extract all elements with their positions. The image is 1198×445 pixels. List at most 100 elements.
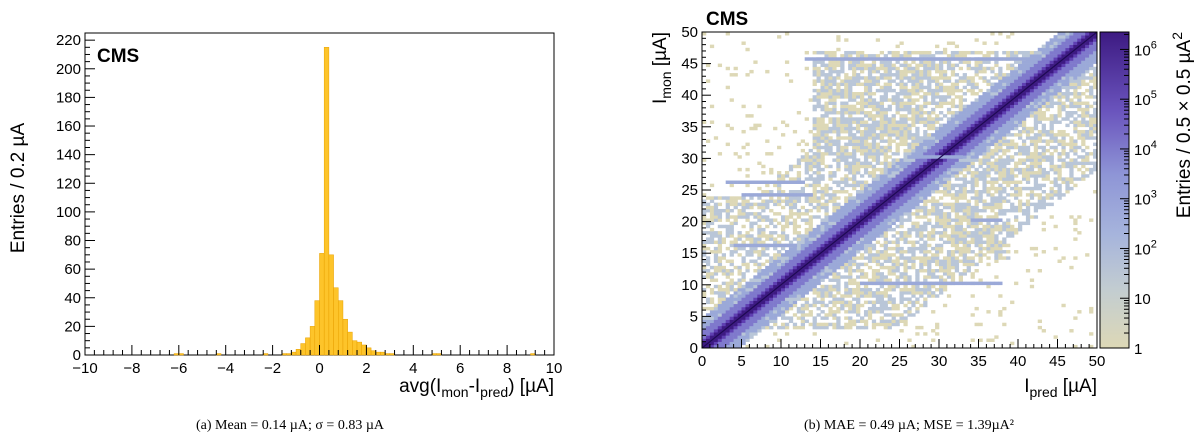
heatmap-cell (784, 256, 790, 260)
heatmap-cell (911, 148, 916, 153)
heatmap-cell (777, 256, 782, 260)
heatmap-cell (891, 234, 896, 238)
heatmap-cell (1049, 54, 1054, 58)
heatmap-cell (883, 120, 888, 124)
heatmap-cell (998, 111, 1003, 115)
heatmap-cell (927, 145, 932, 150)
heatmap-cell (875, 104, 881, 109)
heatmap-cell (765, 190, 770, 194)
heatmap-cell (848, 161, 853, 166)
heatmap-cell (832, 224, 837, 229)
heatmap-cell (1006, 63, 1011, 68)
heatmap-cell (840, 123, 845, 128)
heatmap-cell (840, 92, 845, 96)
heatmap-cell (871, 123, 877, 128)
heatmap-cell (725, 32, 730, 36)
heatmap-cell (911, 202, 916, 207)
heatmap-cell (832, 221, 837, 226)
heatmap-cell (1053, 76, 1058, 80)
heatmap-cell (994, 221, 999, 226)
heatmap-cell (1014, 114, 1019, 118)
heatmap-cell (1045, 82, 1050, 87)
heatmap-cell (1021, 171, 1027, 175)
heatmap-cell (907, 129, 912, 134)
heatmap-cell (773, 265, 778, 270)
heatmap-cell (1021, 221, 1027, 226)
heatmap-cell (832, 88, 837, 93)
heatmap-cell (784, 250, 790, 254)
heatmap-cell (808, 265, 813, 270)
heatmap-cell (887, 136, 892, 140)
heatmap-cell (820, 117, 825, 121)
heatmap-cell (982, 186, 987, 191)
heatmap-cell (986, 145, 991, 150)
heatmap-cell (1002, 88, 1007, 93)
heatmap-cell (871, 174, 877, 178)
heatmap-cell (812, 262, 817, 267)
heatmap-cell (883, 291, 888, 295)
heatmap-cell (1053, 47, 1058, 52)
heatmap-cell (749, 240, 754, 245)
heatmap-cell (848, 275, 853, 279)
heatmap-cell (765, 269, 770, 273)
heatmap-cell (1049, 155, 1054, 159)
heatmap-cell (796, 190, 802, 194)
heatmap-cell (1025, 50, 1031, 55)
heatmap-cell (923, 246, 928, 251)
heatmap-cell (899, 69, 904, 74)
heatmap-cell (923, 85, 928, 90)
heatmap-cell (919, 246, 924, 251)
heatmap-cell (899, 171, 904, 175)
heatmap-cell (844, 240, 849, 245)
heatmap-cell (737, 278, 742, 282)
heatmap-cell (844, 243, 849, 248)
heatmap-cell (848, 120, 853, 124)
heatmap-cell (1033, 208, 1039, 213)
heatmap-cell (931, 246, 936, 251)
heatmap-cell (844, 107, 849, 112)
heatmap-cell (848, 199, 853, 203)
heatmap-cell (844, 50, 849, 55)
heatmap-cell (883, 114, 888, 118)
heatmap-cell (986, 123, 991, 128)
heatmap-cell (1037, 85, 1042, 90)
heatmap-cell (1049, 98, 1054, 102)
heatmap-cell (1049, 117, 1054, 121)
heatmap-cell (1041, 114, 1046, 118)
heatmap-cell (907, 63, 912, 68)
heatmap-cell (867, 265, 873, 270)
heatmap-cell (828, 50, 833, 55)
heatmap-cell (804, 272, 809, 276)
heatmap-cell (721, 294, 726, 298)
heatmap-cell (781, 234, 786, 238)
heatmap-cell (923, 142, 928, 147)
heatmap-cell (994, 133, 999, 137)
heatmap-cell (935, 256, 940, 260)
heatmap-cell (1006, 167, 1011, 172)
heatmap-cell (705, 335, 711, 339)
heatmap-cell (824, 212, 829, 216)
heatmap-cell (709, 44, 715, 49)
heatmap-cell (844, 316, 849, 320)
heatmap-cell (911, 69, 916, 74)
heatmap-cell (812, 240, 817, 245)
heatmap-cell (1053, 335, 1058, 339)
heatmap-cell (871, 269, 877, 273)
heatmap-cell (1014, 145, 1019, 150)
heatmap-cell (820, 136, 825, 140)
heatmap-cell (954, 82, 960, 87)
heatmap-cell (1057, 193, 1062, 197)
heatmap-cell (860, 215, 865, 219)
heatmap-cell (765, 152, 770, 156)
heatmap-cell (994, 335, 999, 339)
heatmap-cell (745, 73, 750, 77)
heatmap-cell (895, 284, 900, 289)
heatmap-cell (871, 164, 877, 169)
heatmap-cell (765, 215, 770, 219)
heatmap-cell (879, 253, 884, 257)
heatmap-cell (939, 196, 944, 200)
heatmap-cell (1029, 171, 1035, 175)
heatmap-cell (915, 164, 920, 169)
heatmap-cell (966, 129, 971, 134)
heatmap-cell (982, 54, 987, 58)
